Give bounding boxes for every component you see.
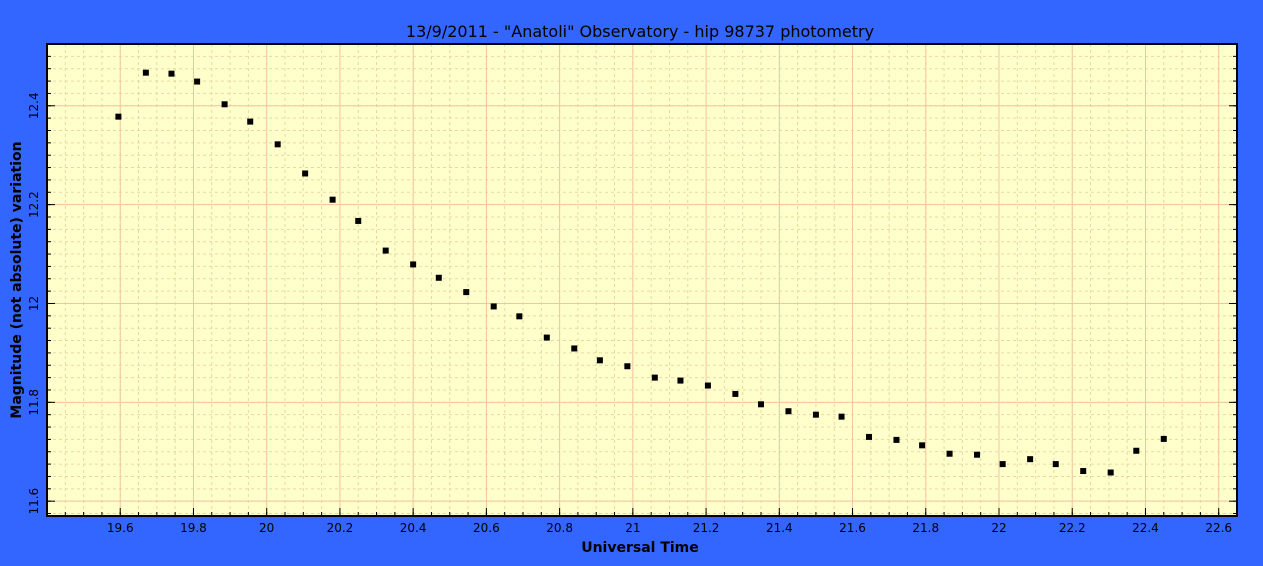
x-tick-label: 20 [259, 521, 274, 535]
data-point [543, 334, 550, 341]
data-point [142, 69, 149, 76]
y-tick-label: 12.4 [27, 92, 41, 119]
x-tick-label: 22 [991, 521, 1006, 535]
data-point [115, 113, 122, 120]
data-point [435, 274, 442, 281]
data-point [624, 363, 631, 370]
x-tick-label: 21 [625, 521, 640, 535]
x-tick-label: 21.2 [693, 521, 720, 535]
data-point [382, 247, 389, 254]
data-point [355, 217, 362, 224]
y-tick-label: 11.8 [27, 389, 41, 416]
data-point [677, 377, 684, 384]
data-point [596, 357, 603, 364]
data-point [302, 170, 309, 177]
data-point [1160, 435, 1167, 442]
y-tick-label: 11.6 [27, 488, 41, 515]
axis-ticks [46, 43, 1238, 516]
data-point [946, 450, 953, 457]
y-axis-tick-labels: 11.6 11.8 12 12.2 12.4 [27, 92, 41, 514]
data-point [571, 345, 578, 352]
y-axis-label: Magnitude (not absolute) variation [9, 141, 25, 418]
major-grid [47, 44, 1237, 516]
x-tick-label: 21.4 [766, 521, 793, 535]
x-axis-tick-labels: 19.6 19.8 20 20.2 20.4 20.6 20.8 21 21.2 21.4 21.6… [107, 521, 1232, 535]
y-tick-label: 12.2 [27, 191, 41, 218]
data-point [866, 433, 873, 440]
data-point [704, 382, 711, 389]
x-tick-label: 21.8 [912, 521, 939, 535]
x-tick-label: 20.4 [400, 521, 427, 535]
data-point [919, 442, 926, 449]
data-point [516, 313, 523, 320]
data-point [838, 413, 845, 420]
data-point [1052, 461, 1059, 468]
x-tick-label: 22.4 [1132, 521, 1159, 535]
data-points [115, 69, 1167, 476]
x-tick-label: 19.6 [107, 521, 134, 535]
data-point [1107, 469, 1114, 476]
x-axis-label: Universal Time [581, 540, 699, 556]
data-point [812, 411, 819, 418]
data-point [329, 196, 336, 203]
data-point [732, 390, 739, 397]
data-point [1027, 456, 1034, 463]
data-point [247, 118, 254, 125]
x-tick-label: 22.6 [1205, 521, 1232, 535]
chart-title: 13/9/2011 - "Anatoli" Observatory - hip … [406, 22, 874, 41]
y-tick-label: 12 [27, 296, 41, 311]
x-tick-label: 22.2 [1059, 521, 1086, 535]
data-point [463, 289, 470, 296]
x-tick-label: 20.2 [327, 521, 354, 535]
plot-area [47, 44, 1237, 516]
data-point [1080, 468, 1087, 475]
data-point [999, 461, 1006, 468]
x-tick-label: 19.8 [180, 521, 207, 535]
data-point [168, 70, 175, 77]
data-point [651, 374, 658, 381]
data-point [410, 261, 417, 268]
x-tick-label: 21.6 [839, 521, 866, 535]
data-point [1133, 447, 1140, 454]
data-point [974, 451, 981, 458]
data-point [893, 436, 900, 443]
data-point [221, 101, 228, 108]
data-point [758, 401, 764, 408]
data-point [194, 78, 201, 85]
data-point [785, 408, 792, 415]
plot-frame [46, 43, 1238, 517]
x-tick-label: 20.8 [546, 521, 573, 535]
data-point [490, 303, 497, 310]
data-point [274, 141, 281, 148]
x-tick-label: 20.6 [473, 521, 500, 535]
